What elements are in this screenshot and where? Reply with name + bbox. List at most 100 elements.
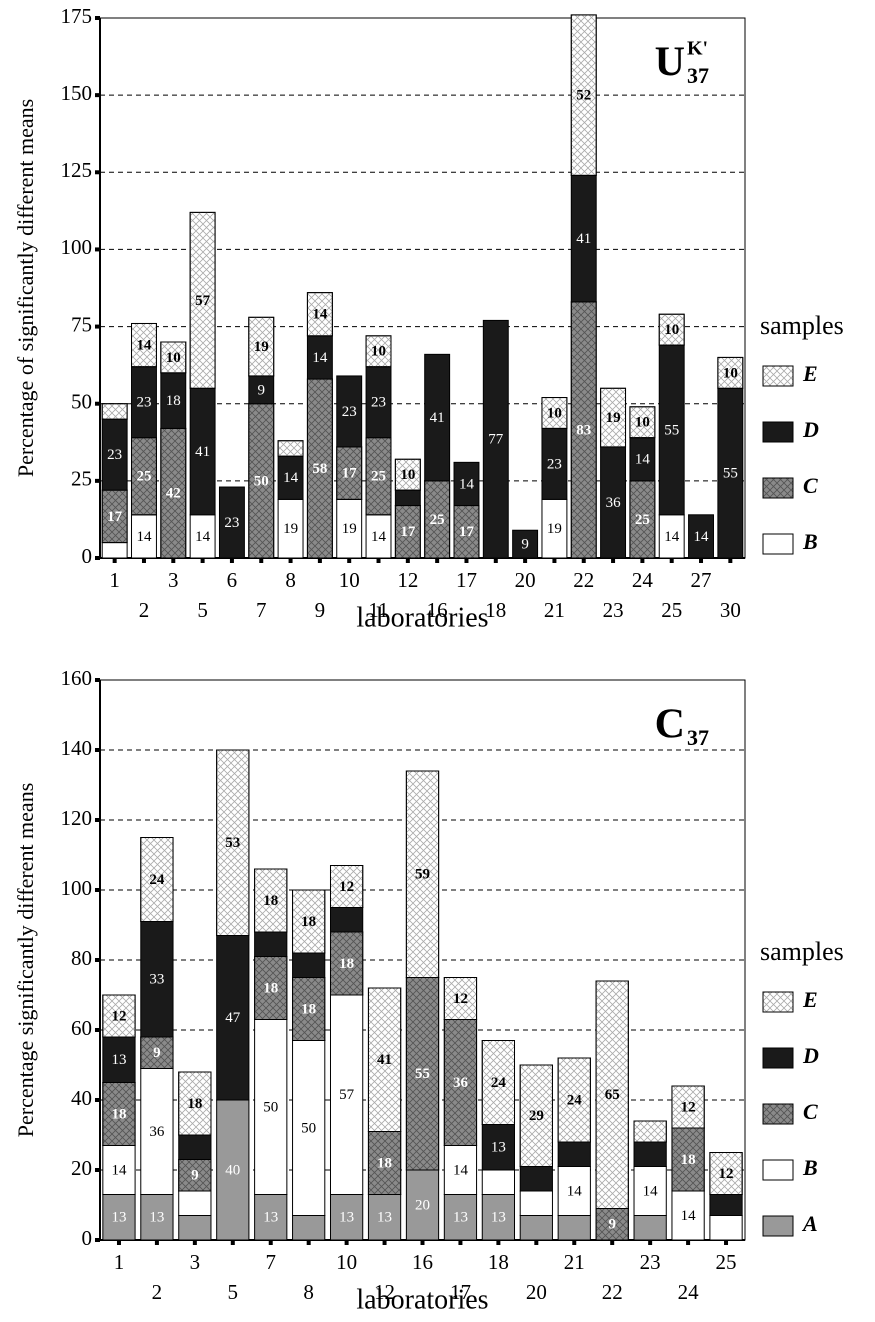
data-label: 18 [263,980,278,996]
x-tick-label: 21 [564,1250,585,1274]
legend-swatch [762,421,794,443]
data-label: 18 [166,393,181,409]
bar-hatch [367,987,402,1132]
data-label: 42 [166,486,181,502]
bar-segment [709,1215,743,1241]
legend-label: E [802,361,818,386]
data-label: 18 [377,1155,392,1171]
x-tick-label: 12 [374,1280,395,1304]
x-tick-label: 11 [368,598,388,622]
bar-hatch [292,977,326,1041]
bar-hatch [189,211,216,389]
data-label: 13 [491,1210,506,1226]
data-label: 55 [723,466,738,482]
bar-hatch [178,1071,212,1136]
bar-hatch [541,397,568,429]
y-tick-label: 100 [61,876,93,900]
bar-segment [443,1194,478,1241]
y-tick-label: 0 [82,544,93,568]
data-label: 41 [377,1052,392,1068]
x-tick-label: 1 [109,568,120,592]
bar-hatch [306,292,333,337]
data-label: 14 [283,470,299,486]
bar-segment [405,1169,440,1241]
legend-label: B [802,529,818,554]
legend-label: C [803,473,818,498]
bar-hatch [595,1208,629,1241]
x-tick-label: 30 [720,598,741,622]
bar-segment [140,921,174,1038]
data-label: 10 [664,322,679,338]
data-label: 23 [136,395,151,411]
bar-segment [131,366,157,439]
y-tick-label: 0 [82,1226,93,1250]
bar-hatch [443,1019,478,1146]
bar-segment [254,1194,288,1241]
bar-hatch [367,1131,402,1195]
bar-hatch [658,313,685,346]
x-tick-label: 17 [456,568,477,592]
data-label: 13 [339,1210,354,1226]
data-label: 52 [576,88,591,104]
bar-hatch [629,406,656,439]
y-tick-label: 175 [61,4,93,28]
x-tick-label: 23 [640,1250,661,1274]
bar-segment [178,1190,212,1216]
bar-segment [633,1166,667,1216]
y-tick-label: 80 [71,946,92,970]
legend-title: samples [760,937,844,966]
bar-segment [277,455,304,500]
bar-hatch [277,440,304,457]
x-tick-label: 23 [603,598,624,622]
bar-segment [481,1194,516,1241]
data-label: 36 [606,495,622,511]
bar-segment [102,1194,136,1241]
bar-segment [292,1215,326,1241]
data-label: 50 [254,473,269,489]
bar-segment [216,935,250,1101]
bar-segment [306,335,333,380]
bar-segment [519,1190,553,1216]
bar-hatch [292,889,326,954]
data-label: 14 [136,338,152,354]
data-label: 41 [195,444,210,460]
data-label: 12 [719,1166,734,1182]
data-label: 14 [136,529,152,545]
x-tick-label: 8 [285,568,296,592]
data-label: 9 [521,537,529,553]
data-label: 14 [681,1208,697,1224]
bar-segment [365,514,392,559]
bar-segment [570,174,597,303]
legend-swatch [762,1159,794,1181]
data-label: 57 [195,293,211,309]
bar-segment [178,1215,212,1241]
bar-hatch [671,1085,705,1129]
data-label: 17 [400,524,416,540]
data-label: 83 [576,422,591,438]
x-tick-label: 17 [450,1280,471,1304]
data-label: 40 [225,1162,240,1178]
bar-segment [633,1215,667,1241]
x-tick-label: 16 [427,598,448,622]
bar-hatch [394,458,421,491]
data-label: 13 [491,1140,506,1156]
bar-segment [292,1040,326,1216]
x-tick-label: 24 [678,1280,700,1304]
data-label: 14 [643,1183,659,1199]
annotation-subscript: 37 [687,63,709,88]
data-label: 14 [567,1183,583,1199]
data-label: 13 [453,1210,468,1226]
bar-hatch [519,1064,553,1167]
bar-hatch [717,356,744,389]
bar-segment [629,437,656,482]
data-label: 14 [459,476,475,492]
data-label: 10 [166,350,181,366]
x-tick-label: 16 [412,1250,433,1274]
annotation-main: C [655,702,685,748]
data-label: 23 [224,515,239,531]
bar-hatch [633,1120,667,1143]
data-label: 18 [301,1001,316,1017]
data-label: 25 [371,469,386,485]
data-label: 17 [342,466,358,482]
